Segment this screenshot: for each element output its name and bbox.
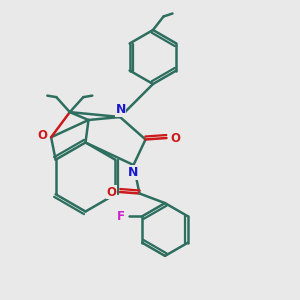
Text: N: N	[116, 103, 126, 116]
Text: O: O	[106, 185, 117, 199]
Text: O: O	[170, 131, 180, 145]
Text: F: F	[117, 210, 125, 223]
Text: O: O	[38, 129, 48, 142]
Text: N: N	[128, 166, 138, 179]
